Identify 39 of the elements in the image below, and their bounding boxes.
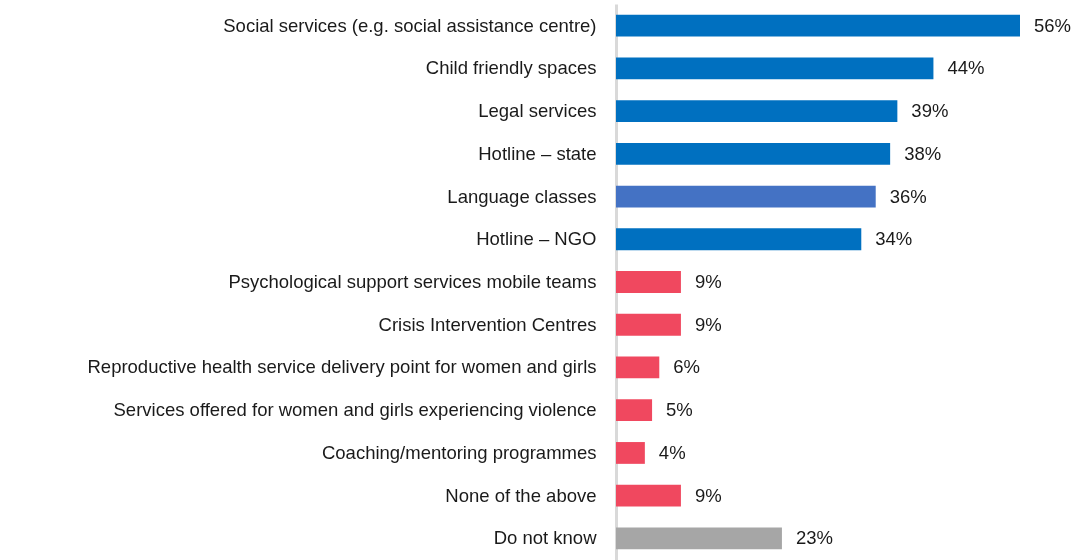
y-tick-label: Child friendly spaces [425,57,597,79]
y-tick-label: Psychological support services mobile teams [228,271,597,292]
data-label: 44% [947,57,985,79]
data-label: 9% [694,271,722,292]
bar [616,271,681,293]
y-tick-label: Hotline – state [478,142,597,164]
y-tick-label: Legal services [478,100,597,122]
data-label: 56% [1034,14,1072,36]
data-label: 9% [694,484,722,506]
bar [616,14,1020,37]
y-tick-label: Services offered for women and girls experiencing violence [113,399,597,421]
bar [616,228,862,251]
y-tick-label: Reproductive health service delivery point for women and girls [87,356,597,378]
y-tick-label: Social services (e.g. social assistance centre) [223,14,597,36]
bar [616,142,891,165]
bar [616,442,645,464]
data-label: 5% [666,399,693,421]
y-tick-label: Crisis Intervention Centres [378,313,597,335]
bar [616,100,898,122]
data-label: 34% [875,228,913,250]
y-tick-label: Do not know [493,527,598,549]
bar [616,399,653,422]
data-label: 23% [795,527,833,549]
bar [616,313,681,336]
data-label: 6% [673,356,701,378]
bar [616,57,934,80]
y-tick-label: None of the above [445,484,597,506]
y-tick-label: Coaching/mentoring programmes [321,441,597,463]
data-label: 36% [889,185,927,207]
bar [616,527,782,550]
y-tick-label: Hotline – NGO [476,228,597,250]
data-label: 38% [904,142,942,164]
bar [616,356,660,379]
data-label: 4% [658,441,686,463]
y-tick-label: Language classes [447,185,597,207]
data-label: 39% [911,100,949,122]
bar [616,185,876,208]
bar [616,484,681,507]
data-label: 9% [694,313,722,335]
